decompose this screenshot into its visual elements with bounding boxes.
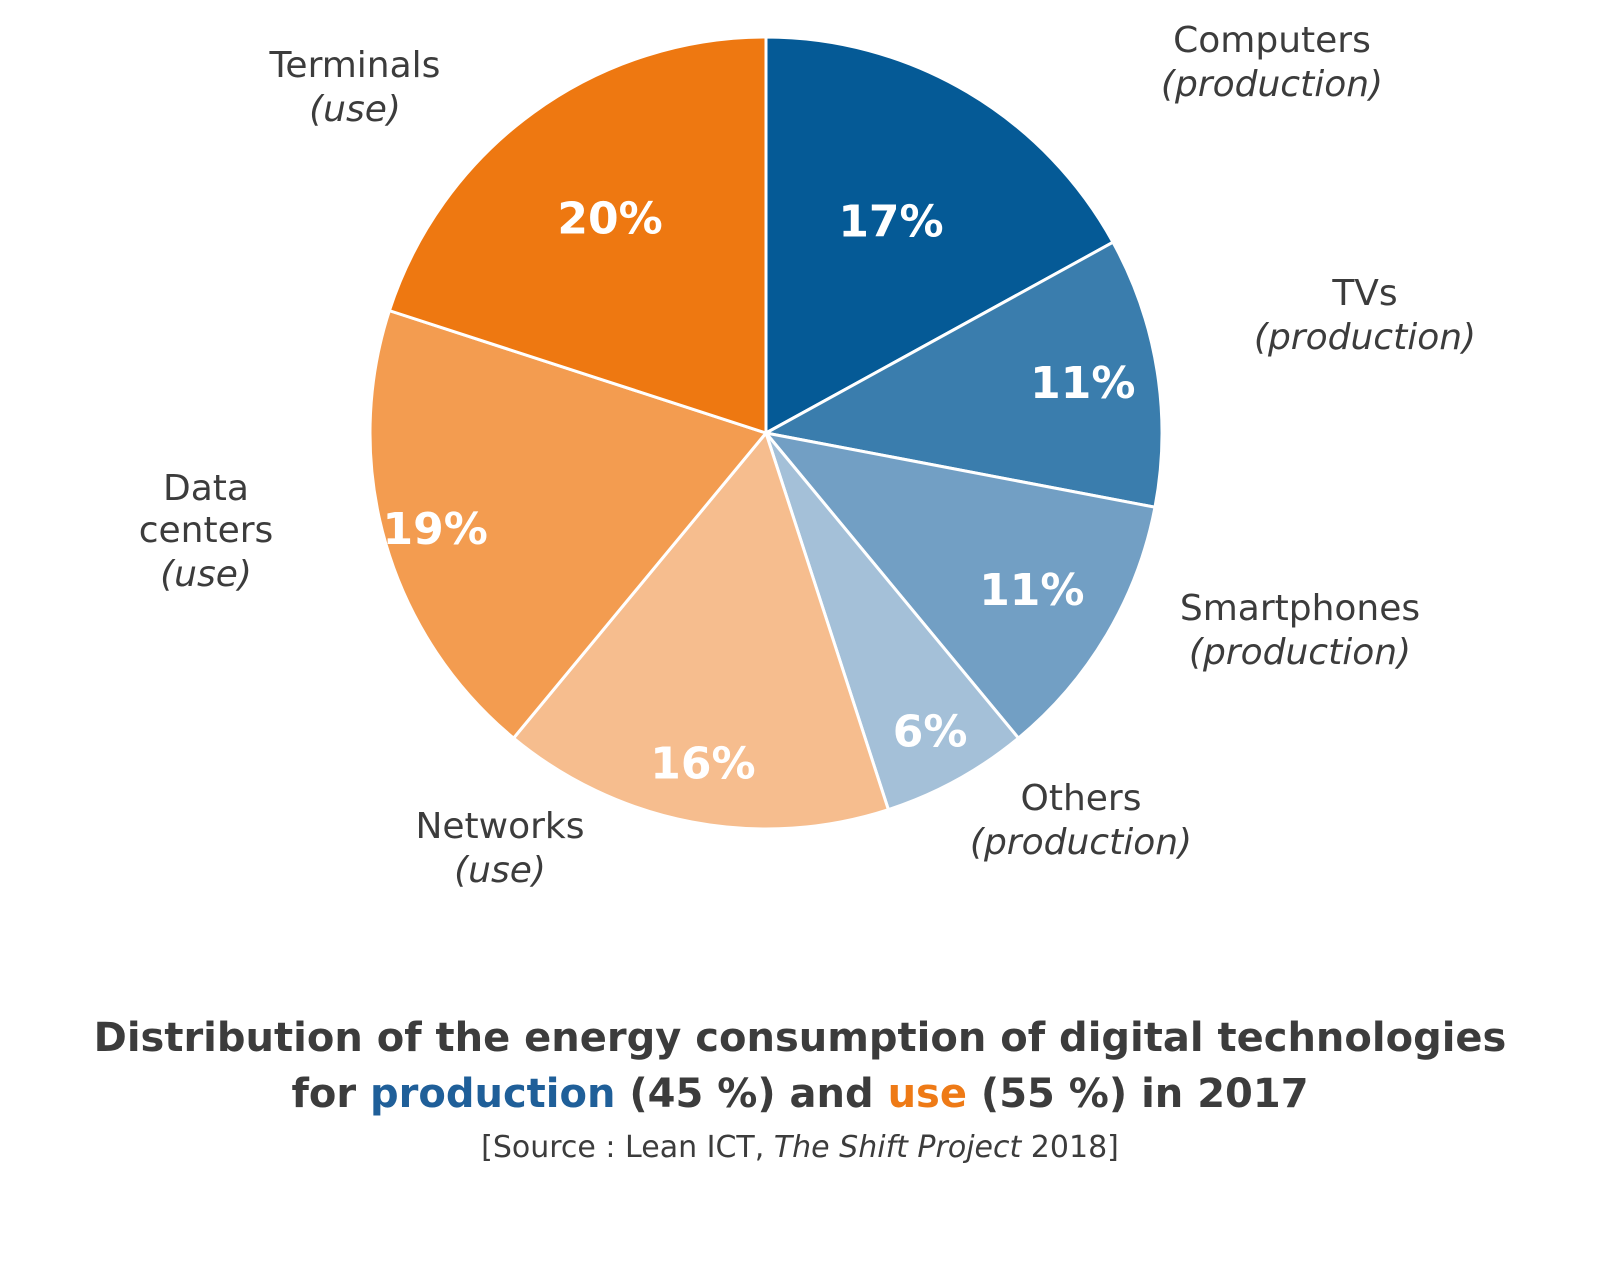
chart-title-line-2: for production (45 %) and use (55 %) in … bbox=[0, 1066, 1600, 1122]
pie-slice-others bbox=[764, 431, 1020, 812]
category-sublabel-tvs: (production) bbox=[1254, 317, 1476, 358]
category-name-terminals: Terminals bbox=[269, 45, 441, 86]
category-label-smartphones: Smartphones (production) bbox=[1180, 588, 1420, 673]
slice-value-label-smartphones: 11% bbox=[979, 565, 1084, 616]
slice-value-label-terminals: 20% bbox=[557, 193, 662, 244]
slice-value-label-tvs: 11% bbox=[1030, 358, 1135, 409]
category-name-smartphones: Smartphones bbox=[1180, 588, 1420, 629]
category-label-networks: Networks (use) bbox=[415, 806, 584, 891]
slice-value-label-computers: 17% bbox=[838, 197, 943, 248]
category-name-data-centers-0: Data bbox=[163, 468, 249, 509]
source-prefix: [Source : Lean ICT, bbox=[481, 1130, 774, 1165]
title-production-word: production bbox=[370, 1071, 616, 1117]
category-name-computers: Computers bbox=[1173, 20, 1371, 61]
pie-slice-smartphones bbox=[764, 431, 1157, 740]
category-name-tvs: TVs bbox=[1331, 273, 1397, 314]
pie-slice-networks bbox=[512, 431, 890, 831]
category-sublabel-networks: (use) bbox=[454, 850, 546, 891]
category-sublabel-smartphones: (production) bbox=[1189, 632, 1411, 673]
category-sublabel-computers: (production) bbox=[1161, 64, 1383, 105]
pie-chart: 17%Computers (production)11%TVs (productio… bbox=[139, 20, 1476, 891]
source-citation: [Source : Lean ICT, The Shift Project 20… bbox=[0, 1128, 1600, 1168]
source-suffix: 2018] bbox=[1021, 1130, 1119, 1165]
title-use-word: use bbox=[887, 1071, 967, 1117]
category-name-others: Others bbox=[1021, 778, 1142, 819]
pie-slice-terminals bbox=[387, 35, 768, 435]
title-for-text: for bbox=[291, 1071, 371, 1117]
category-name-networks: Networks bbox=[415, 806, 584, 847]
pie-slice-tvs bbox=[764, 240, 1164, 509]
category-label-terminals: Terminals (use) bbox=[269, 45, 441, 130]
category-label-computers: Computers (production) bbox=[1161, 20, 1383, 105]
category-name-data-centers-1: centers bbox=[139, 510, 274, 551]
title-middle-text: (45 %) and bbox=[615, 1071, 888, 1117]
category-sublabel-data-centers: (use) bbox=[160, 554, 252, 595]
category-label-others: Others (production) bbox=[970, 778, 1192, 863]
title-suffix-text: (55 %) in 2017 bbox=[967, 1071, 1309, 1117]
slice-value-label-data-centers: 19% bbox=[382, 504, 487, 555]
slice-value-label-networks: 16% bbox=[650, 739, 755, 790]
pie-slice-data-centers bbox=[368, 309, 768, 740]
category-sublabel-others: (production) bbox=[970, 822, 1192, 863]
chart-title-line-1: Distribution of the energy consumption o… bbox=[93, 1015, 1507, 1061]
category-label-tvs: TVs (production) bbox=[1254, 273, 1476, 358]
category-label-data-centers: Data centers (use) bbox=[139, 468, 274, 595]
source-italic: The Shift Project bbox=[773, 1130, 1022, 1165]
category-sublabel-terminals: (use) bbox=[309, 89, 401, 130]
slice-value-label-others: 6% bbox=[893, 706, 968, 757]
pie-slice-computers bbox=[764, 35, 1115, 435]
